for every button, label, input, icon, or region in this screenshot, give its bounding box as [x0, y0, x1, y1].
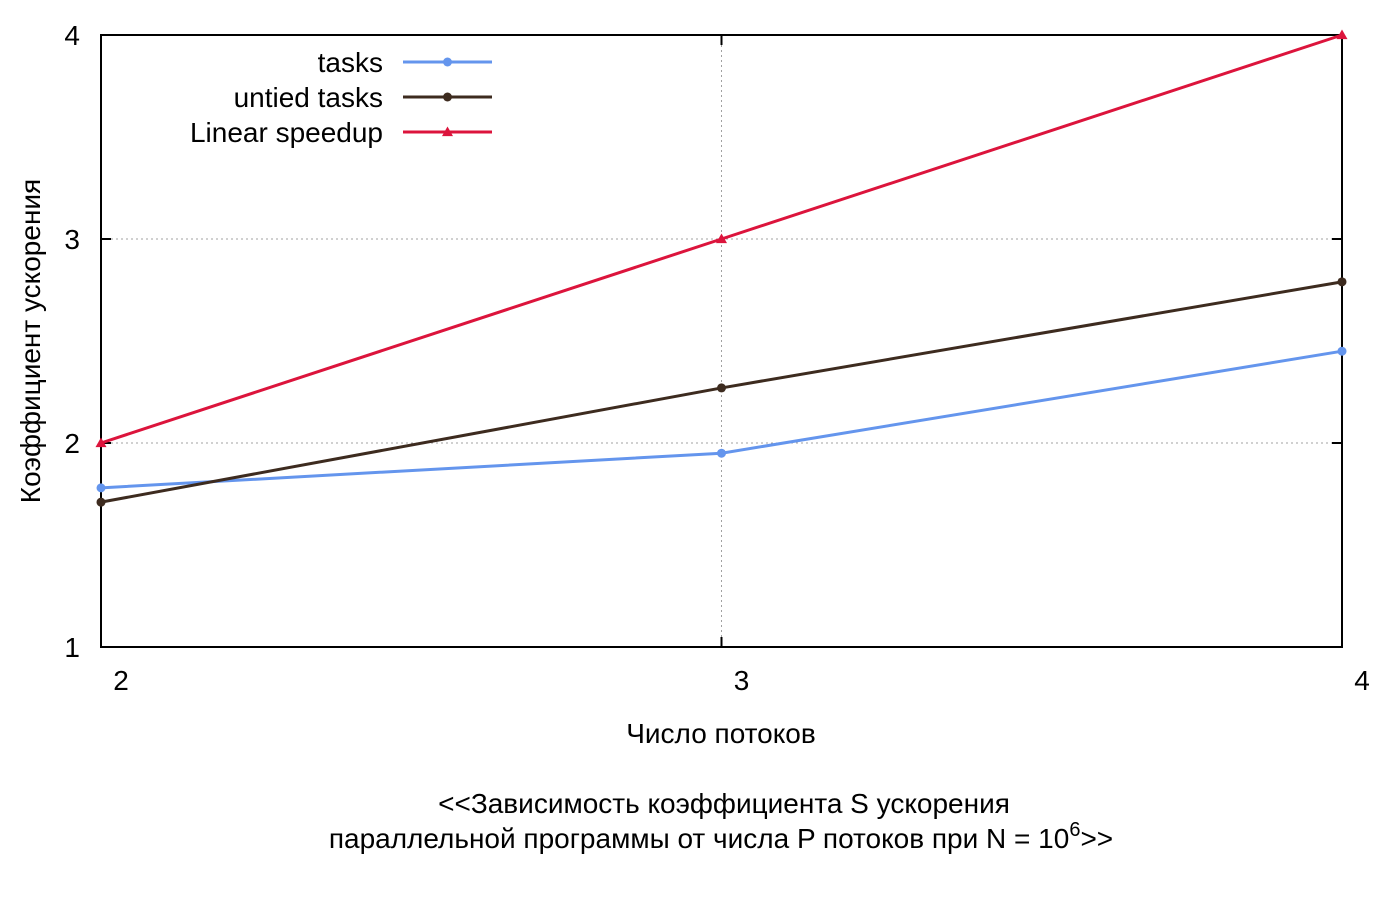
x-tick-label: 4: [1354, 665, 1370, 696]
caption-line-2-end: >>: [1080, 823, 1113, 854]
data-point: [1336, 29, 1348, 40]
y-tick-label: 4: [64, 20, 80, 51]
caption-line-2-main: параллельной программы от числа P потоко…: [329, 823, 1070, 854]
data-point: [96, 483, 106, 493]
series-group: [95, 29, 1348, 507]
caption-superscript: 6: [1069, 819, 1080, 841]
y-tick-label: 2: [64, 428, 80, 459]
data-point: [716, 233, 727, 244]
axis-ticks: [100, 34, 1343, 648]
legend: tasks untied tasks Linear speedup: [190, 47, 492, 148]
caption-line-1: <<Зависимость коэффициента S ускорения: [438, 788, 1010, 819]
y-tick-label: 1: [64, 632, 80, 663]
series-tasks: [96, 346, 1347, 493]
x-tick-label: 3: [734, 665, 750, 696]
legend-marker: [442, 126, 453, 137]
y-tick-label: 3: [64, 224, 80, 255]
x-axis-label: Число потоков: [626, 718, 816, 749]
legend-label: Linear speedup: [190, 117, 383, 148]
series-linear-speedup: [95, 29, 1348, 448]
data-point: [1337, 346, 1347, 356]
legend-label: tasks: [318, 47, 383, 78]
legend-marker: [443, 57, 452, 67]
data-point: [95, 437, 107, 448]
data-point: [1337, 277, 1347, 287]
data-point: [717, 448, 726, 458]
tick-labels: 1 2 3 4 2 3 4: [64, 20, 1369, 696]
y-axis-label: Коэффициент ускорения: [15, 179, 46, 503]
legend-marker: [443, 92, 452, 102]
x-tick-label: 2: [113, 665, 129, 696]
data-point: [717, 383, 726, 393]
legend-label: untied tasks: [234, 82, 383, 113]
series-untied-tasks: [96, 277, 1347, 507]
caption-line-2: параллельной программы от числа P потоко…: [329, 819, 1113, 854]
data-point: [96, 497, 106, 507]
